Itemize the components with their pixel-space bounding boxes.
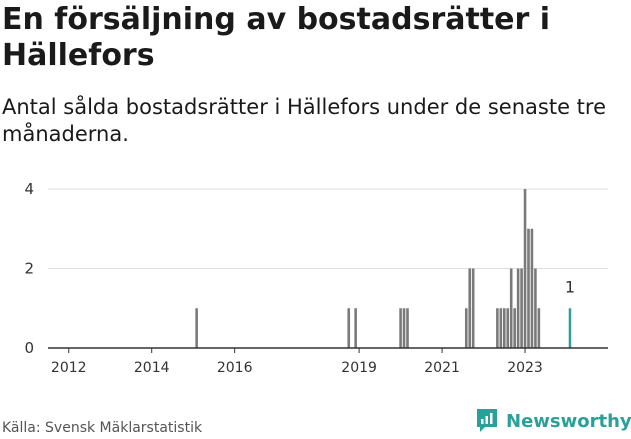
y-tick-label: 4 bbox=[24, 180, 34, 198]
bar bbox=[347, 308, 351, 348]
x-tick-label: 2016 bbox=[217, 360, 253, 376]
bar bbox=[530, 228, 534, 348]
highlight-value-label: 1 bbox=[565, 277, 575, 296]
bar bbox=[537, 308, 541, 348]
bar bbox=[527, 228, 530, 348]
y-tick-label: 2 bbox=[24, 260, 34, 278]
brand-name: Newsworthy bbox=[506, 410, 631, 432]
bar bbox=[399, 308, 402, 348]
bar bbox=[464, 308, 468, 348]
chart-title: En försäljning av bostadsrätter i Hällef… bbox=[2, 2, 551, 73]
x-tick-label: 2021 bbox=[424, 360, 460, 376]
bar bbox=[406, 308, 409, 348]
chart-subtitle: Antal sålda bostadsrätter i Hällefors un… bbox=[2, 95, 606, 146]
source-credit: Källa: Svensk Mäklarstatistik bbox=[2, 420, 203, 436]
bar bbox=[468, 268, 472, 348]
bar bbox=[506, 308, 510, 348]
bar bbox=[534, 268, 537, 348]
bars bbox=[195, 189, 572, 348]
bar bbox=[195, 308, 198, 348]
bar bbox=[496, 308, 499, 348]
bar bbox=[502, 308, 506, 348]
bar bbox=[520, 268, 523, 348]
y-tick-labels: 0 2 4 bbox=[24, 180, 34, 357]
bar bbox=[402, 308, 406, 348]
newsworthy-logo-icon bbox=[477, 409, 497, 432]
bar bbox=[513, 308, 516, 348]
brand-logo[interactable]: Newsworthy bbox=[475, 408, 631, 434]
x-axis bbox=[48, 347, 608, 353]
y-tick-label: 0 bbox=[24, 339, 34, 357]
bar bbox=[516, 268, 520, 348]
x-tick-label: 2023 bbox=[507, 360, 543, 376]
grid-lines bbox=[48, 188, 608, 269]
x-tick-label: 2012 bbox=[51, 360, 87, 376]
x-tick-label: 2019 bbox=[341, 360, 377, 376]
highlight-bar bbox=[568, 308, 572, 348]
bar bbox=[471, 268, 475, 348]
bar bbox=[509, 268, 513, 348]
x-tick-label: 2014 bbox=[134, 360, 170, 376]
bar bbox=[499, 308, 503, 348]
annotations: 1 bbox=[565, 277, 575, 296]
bar-chart: 0 2 4 2012 2014 2016 2019 2021 2023 1 bbox=[24, 180, 608, 376]
bar bbox=[523, 189, 527, 348]
bar bbox=[354, 308, 357, 348]
x-tick-labels: 2012 2014 2016 2019 2021 2023 bbox=[51, 360, 543, 376]
